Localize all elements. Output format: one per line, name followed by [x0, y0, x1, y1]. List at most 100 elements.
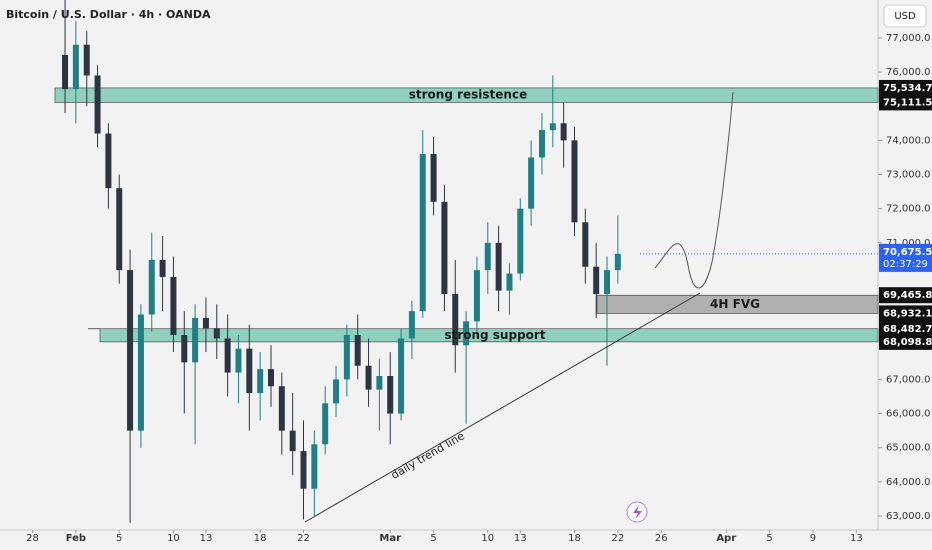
candle-body — [593, 266, 600, 295]
y-tick-label: 63,000.0 — [886, 511, 931, 522]
price-label-box — [879, 333, 932, 350]
candle-body — [419, 154, 426, 312]
plot-area — [62, 0, 621, 523]
candle-body — [582, 222, 589, 267]
candle-body — [365, 365, 372, 390]
price-label-box — [879, 94, 932, 111]
y-tick-label: 67,000.0 — [886, 374, 931, 385]
candle-body — [430, 154, 437, 202]
last-price-label: 70,675.5 — [883, 247, 932, 258]
x-tick-label: 22 — [297, 533, 310, 544]
candle-body — [343, 335, 350, 380]
candle-body — [484, 242, 491, 271]
price-label-box — [879, 79, 932, 96]
candle-body — [538, 130, 545, 158]
candle-body — [235, 348, 242, 373]
candle-body — [560, 123, 567, 141]
candle-body — [83, 44, 90, 76]
trend-line — [304, 292, 701, 523]
y-tick-label: 73,000.0 — [886, 170, 931, 181]
candle-body — [62, 54, 69, 90]
candle-body — [224, 338, 231, 373]
candle-body — [398, 338, 405, 414]
x-tick-label: Apr — [716, 533, 736, 544]
candle-body — [213, 328, 220, 339]
candle-body — [311, 444, 318, 489]
candle-body — [571, 140, 578, 223]
candle-body — [408, 311, 415, 339]
candle-body — [495, 242, 502, 291]
candle-body — [333, 379, 340, 404]
y-tick-label: 66,000.0 — [886, 409, 931, 420]
candle-body — [192, 317, 199, 363]
candle-body — [463, 321, 470, 346]
projection-path — [654, 91, 734, 289]
candle-body — [246, 348, 253, 394]
price-label: 68,098.8 — [883, 337, 932, 348]
x-tick-label: 26 — [655, 533, 668, 544]
currency-button[interactable] — [883, 4, 927, 28]
countdown-label: 02:37:29 — [883, 259, 928, 270]
candle-body — [517, 208, 524, 274]
x-tick-label: 13 — [200, 533, 213, 544]
candle-body — [322, 403, 329, 445]
last-price-box — [879, 243, 932, 272]
x-tick-label: Mar — [379, 533, 401, 544]
candle-body — [278, 386, 285, 431]
zone-label: strong resistence — [409, 88, 527, 102]
x-tick-label: 10 — [167, 533, 180, 544]
zone-label: strong support — [444, 328, 545, 342]
candle-body — [202, 317, 209, 329]
x-tick-label: 9 — [810, 533, 816, 544]
candle-body — [549, 123, 556, 131]
candle-body — [387, 375, 394, 414]
candle-body — [137, 314, 144, 431]
zone — [54, 87, 879, 103]
candle-body — [148, 259, 155, 315]
candle-body — [289, 430, 296, 452]
price-label: 68,932.1 — [883, 308, 932, 319]
candle-body — [452, 294, 459, 346]
x-tick-label: Feb — [66, 533, 86, 544]
candle-body — [614, 253, 621, 271]
price-label-box — [879, 287, 932, 304]
candle-body — [354, 335, 361, 366]
y-tick-label: 71,000.0 — [886, 238, 931, 249]
candle-body — [528, 157, 535, 209]
candle-body — [604, 270, 611, 295]
x-tick-label: 13 — [850, 533, 863, 544]
zone — [99, 328, 879, 343]
candle-body — [506, 273, 513, 291]
y-tick-label: 76,000.0 — [886, 67, 931, 78]
price-label: 75,534.7 — [883, 83, 932, 94]
x-tick-label: 5 — [766, 533, 772, 544]
zone-label: 4H FVG — [710, 297, 760, 311]
price-label: 69,465.8 — [883, 290, 932, 301]
x-tick-label: 18 — [254, 533, 267, 544]
candle-body — [473, 270, 480, 322]
currency-label: USD — [894, 11, 916, 22]
candle-body — [127, 270, 134, 431]
candle-body — [72, 44, 79, 90]
x-tick-label: 18 — [568, 533, 581, 544]
candle-body — [105, 133, 112, 189]
chart-title: Bitcoin / U.S. Dollar · 4h · OANDA — [6, 8, 211, 21]
zone — [596, 294, 879, 314]
y-tick-label: 64,000.0 — [886, 477, 931, 488]
x-tick-label: 5 — [116, 533, 122, 544]
candle-body — [267, 369, 274, 387]
candle-body — [170, 276, 177, 336]
x-tick-label: 28 — [26, 533, 39, 544]
candle-body — [376, 375, 383, 390]
candle-body — [181, 335, 188, 363]
candle-body — [257, 369, 264, 394]
x-tick-label: 5 — [430, 533, 436, 544]
y-tick-label: 74,000.0 — [886, 135, 931, 146]
price-label: 68,482.7 — [883, 324, 932, 335]
candle-body — [300, 451, 307, 489]
candle-body — [116, 188, 123, 271]
candle-body — [159, 259, 166, 277]
